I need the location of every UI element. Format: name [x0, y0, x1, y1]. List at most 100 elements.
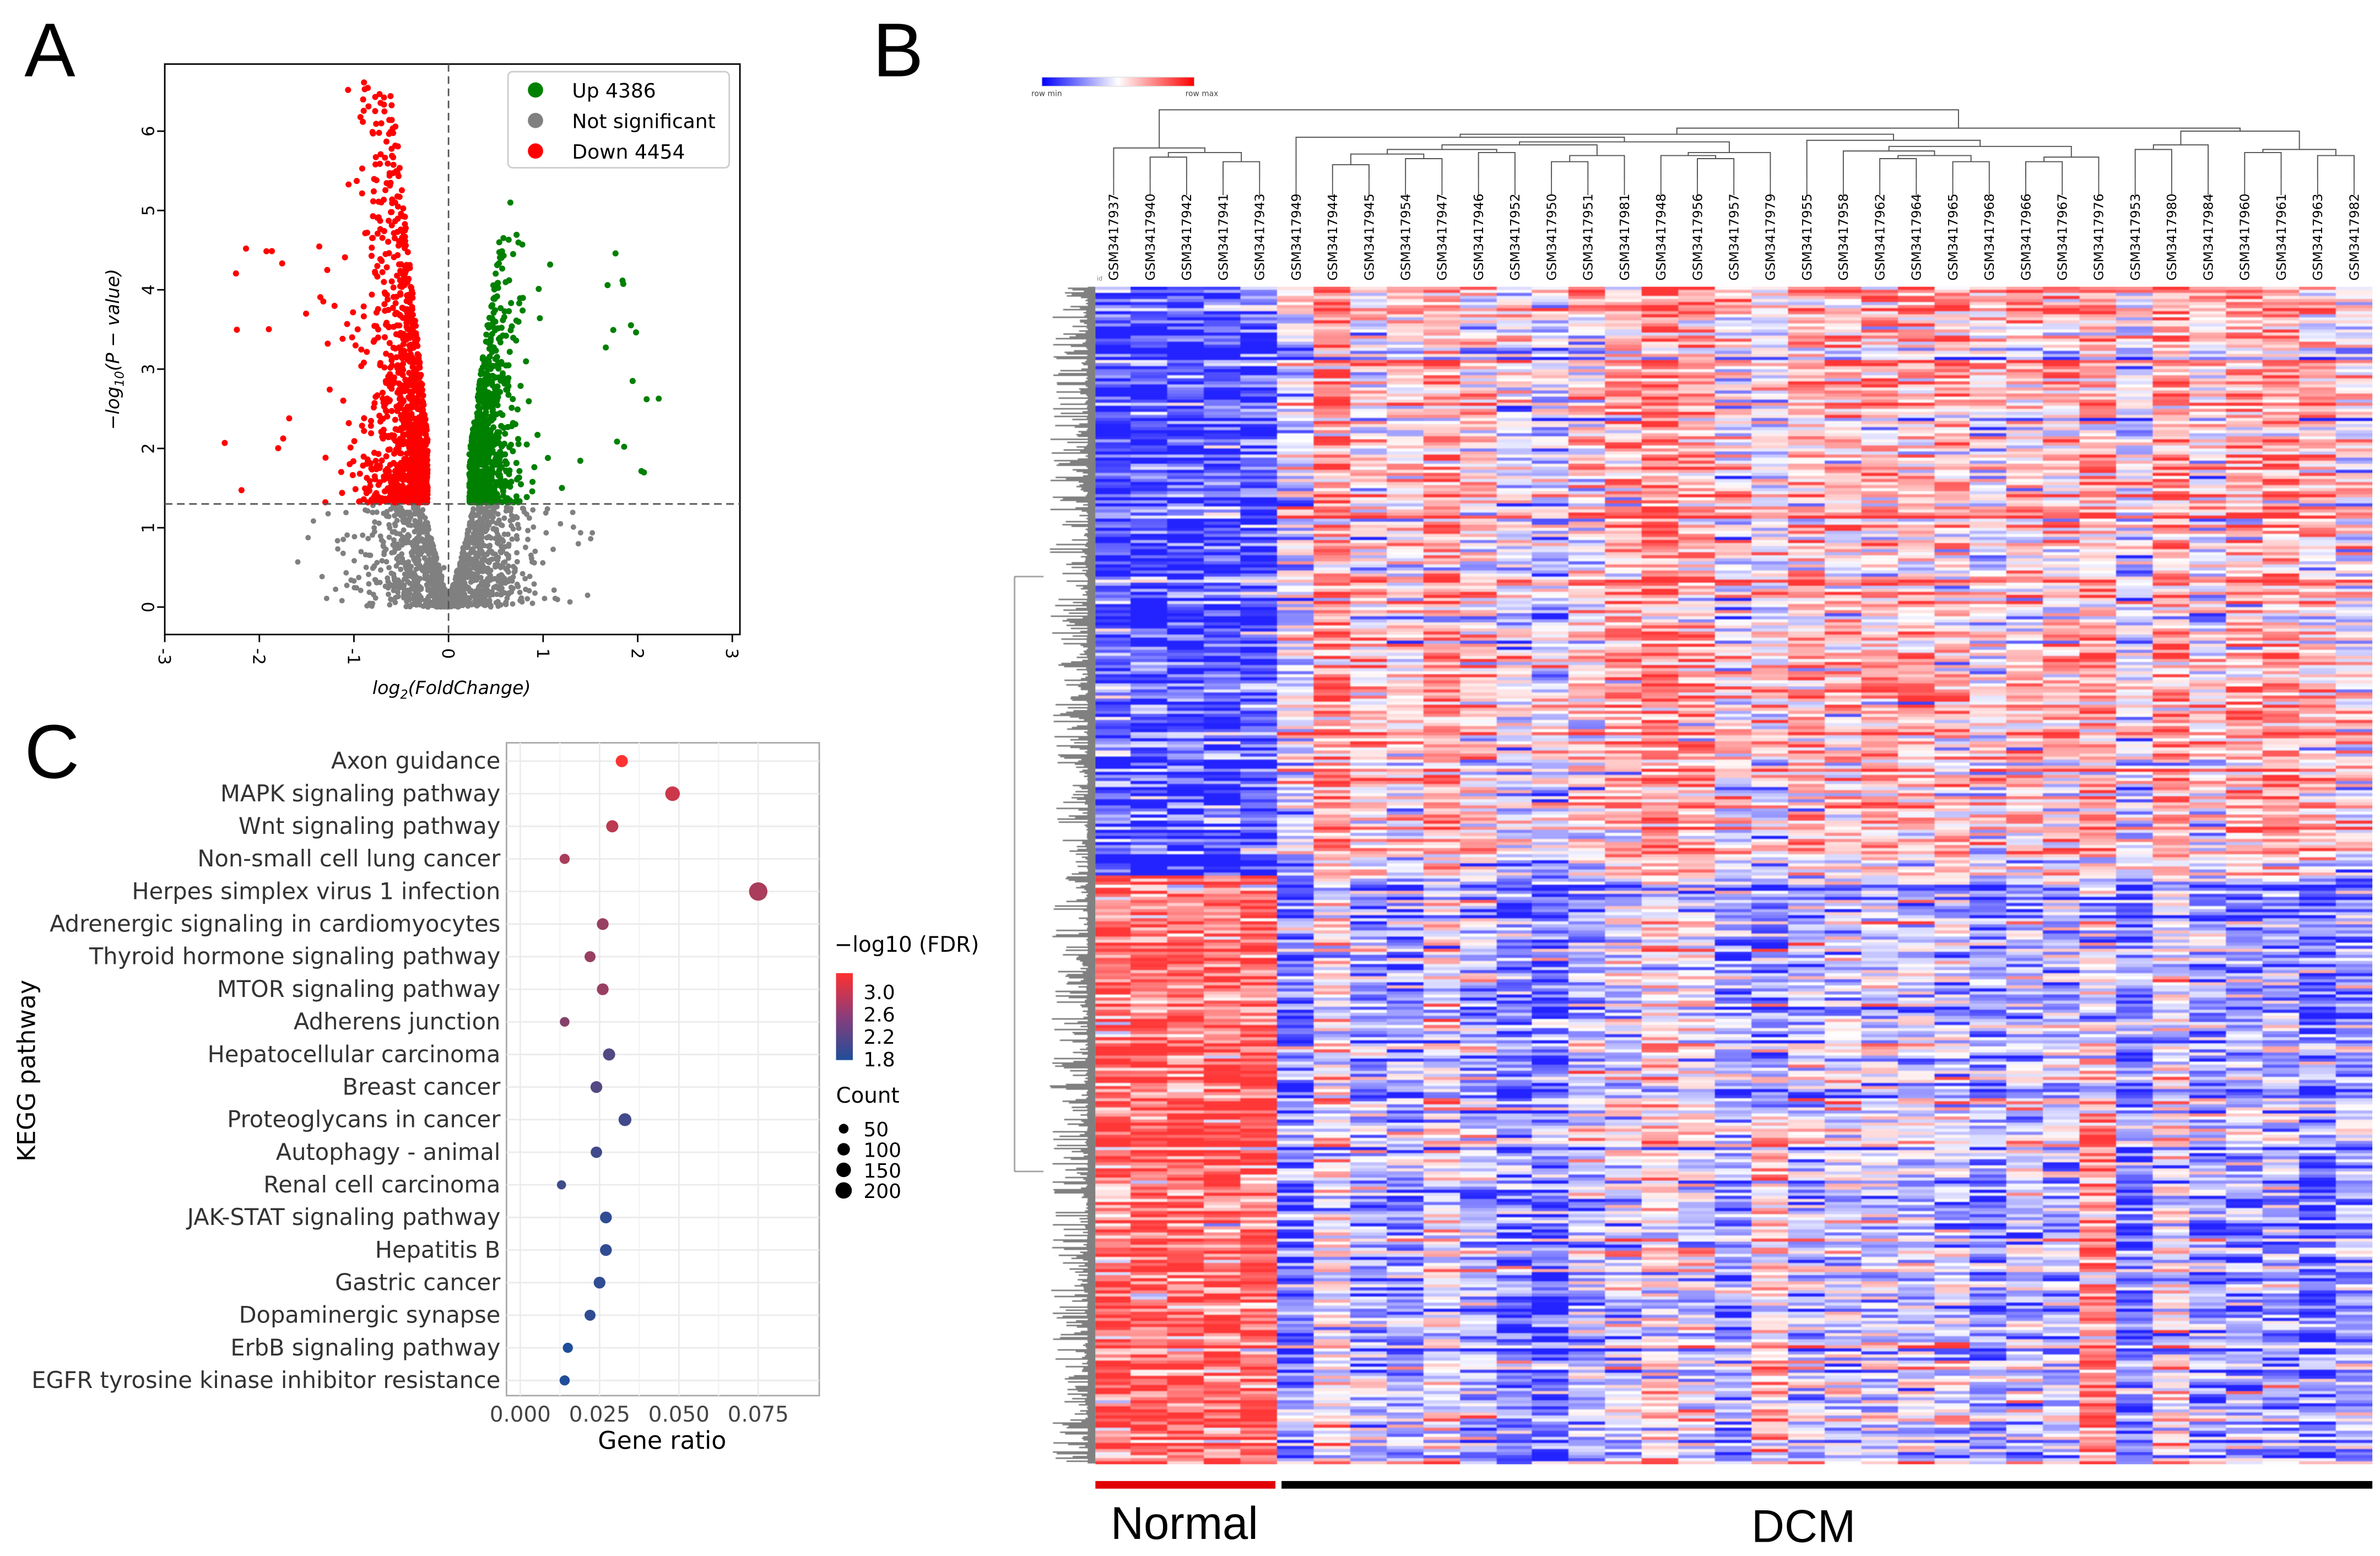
column-label: GSM3417968 [1982, 193, 1997, 280]
dendrogram-link [1697, 158, 1735, 180]
point-not-significant [540, 560, 546, 566]
point-not-significant [339, 598, 345, 604]
point-down [394, 322, 401, 329]
pathway-label: Adrenergic signaling in cardiomyocytes [50, 910, 500, 937]
point-down [379, 389, 386, 396]
point-down [409, 288, 415, 294]
point-down [361, 86, 368, 93]
point-down [387, 209, 394, 215]
point-down [398, 238, 404, 245]
point-not-significant [570, 509, 576, 516]
point-down [373, 177, 380, 183]
point-up [508, 479, 515, 485]
point-up [483, 390, 490, 397]
point-down [396, 344, 403, 351]
point-up [515, 436, 522, 442]
point-down [413, 375, 420, 382]
point-up [520, 307, 526, 314]
point-down [368, 430, 375, 437]
point-down [413, 437, 420, 444]
dendrogram-link [1387, 149, 1497, 154]
point-down [372, 497, 379, 504]
point-down [360, 107, 367, 114]
point-down [381, 108, 388, 115]
point-up [497, 482, 504, 489]
colorbar [1041, 77, 1195, 87]
point-down [388, 408, 395, 414]
plot-frame [505, 742, 820, 1397]
point-not-significant [485, 599, 491, 605]
point-down [369, 291, 375, 298]
point-not-significant [419, 536, 425, 542]
point-not-significant [500, 544, 506, 550]
dendrogram-link [1551, 161, 1589, 180]
point-not-significant [435, 584, 441, 590]
point-down [384, 465, 391, 472]
point-up [492, 459, 499, 465]
panel-label-b: B [872, 7, 924, 93]
point-up [523, 494, 530, 500]
column-label: GSM3417940 [1143, 193, 1158, 280]
point-up [641, 469, 647, 476]
point-down [375, 198, 382, 205]
legend-label: Down 4454 [572, 141, 685, 164]
point-down [386, 340, 393, 346]
point-up [643, 396, 650, 403]
point-down [373, 323, 380, 329]
point-not-significant [412, 511, 418, 517]
point-not-significant [391, 571, 397, 577]
point-not-significant [372, 519, 378, 525]
point-not-significant [374, 560, 380, 566]
point-up [513, 459, 520, 467]
point-not-significant [310, 518, 316, 524]
point-not-significant [525, 528, 531, 534]
point-not-significant [585, 592, 591, 598]
pathway-dot [590, 1081, 603, 1093]
point-up [512, 498, 520, 505]
point-not-significant [514, 550, 520, 556]
point-up [513, 493, 520, 500]
point-down [388, 473, 394, 480]
pathway-label: Adherens junction [294, 1008, 500, 1035]
point-not-significant [476, 511, 482, 517]
point-down [383, 319, 390, 326]
point-not-significant [459, 586, 465, 592]
point-down [405, 425, 412, 432]
point-not-significant [495, 562, 501, 568]
point-not-significant [384, 513, 390, 519]
point-not-significant [479, 557, 485, 563]
point-not-significant [510, 601, 516, 607]
point-not-significant [417, 513, 423, 519]
size-legend-dot [836, 1162, 851, 1178]
point-down [410, 433, 416, 440]
point-down [396, 386, 403, 393]
point-up [494, 325, 501, 332]
size-legend-label: 50 [863, 1119, 889, 1141]
point-down [388, 357, 395, 364]
point-up [477, 454, 483, 460]
point-not-significant [391, 582, 397, 588]
point-not-significant [465, 558, 471, 564]
point-not-significant [531, 524, 537, 530]
point-not-significant [348, 577, 354, 583]
point-up [509, 323, 515, 330]
size-legend-dot [839, 1124, 849, 1134]
point-down [397, 450, 403, 457]
point-down [378, 258, 385, 264]
point-down [385, 218, 392, 224]
point-not-significant [482, 585, 488, 592]
point-down [400, 361, 407, 367]
point-down [400, 397, 407, 404]
point-down [372, 458, 379, 464]
point-down [423, 431, 429, 438]
size-legend-label: 200 [863, 1180, 901, 1203]
point-down [342, 254, 348, 261]
pathway-dot [559, 1375, 570, 1386]
point-down [390, 284, 397, 291]
point-not-significant [482, 592, 488, 598]
point-down [404, 496, 410, 503]
column-label: GSM3417979 [1763, 193, 1778, 280]
point-not-significant [495, 557, 501, 563]
point-down [372, 94, 378, 100]
point-not-significant [477, 516, 483, 522]
